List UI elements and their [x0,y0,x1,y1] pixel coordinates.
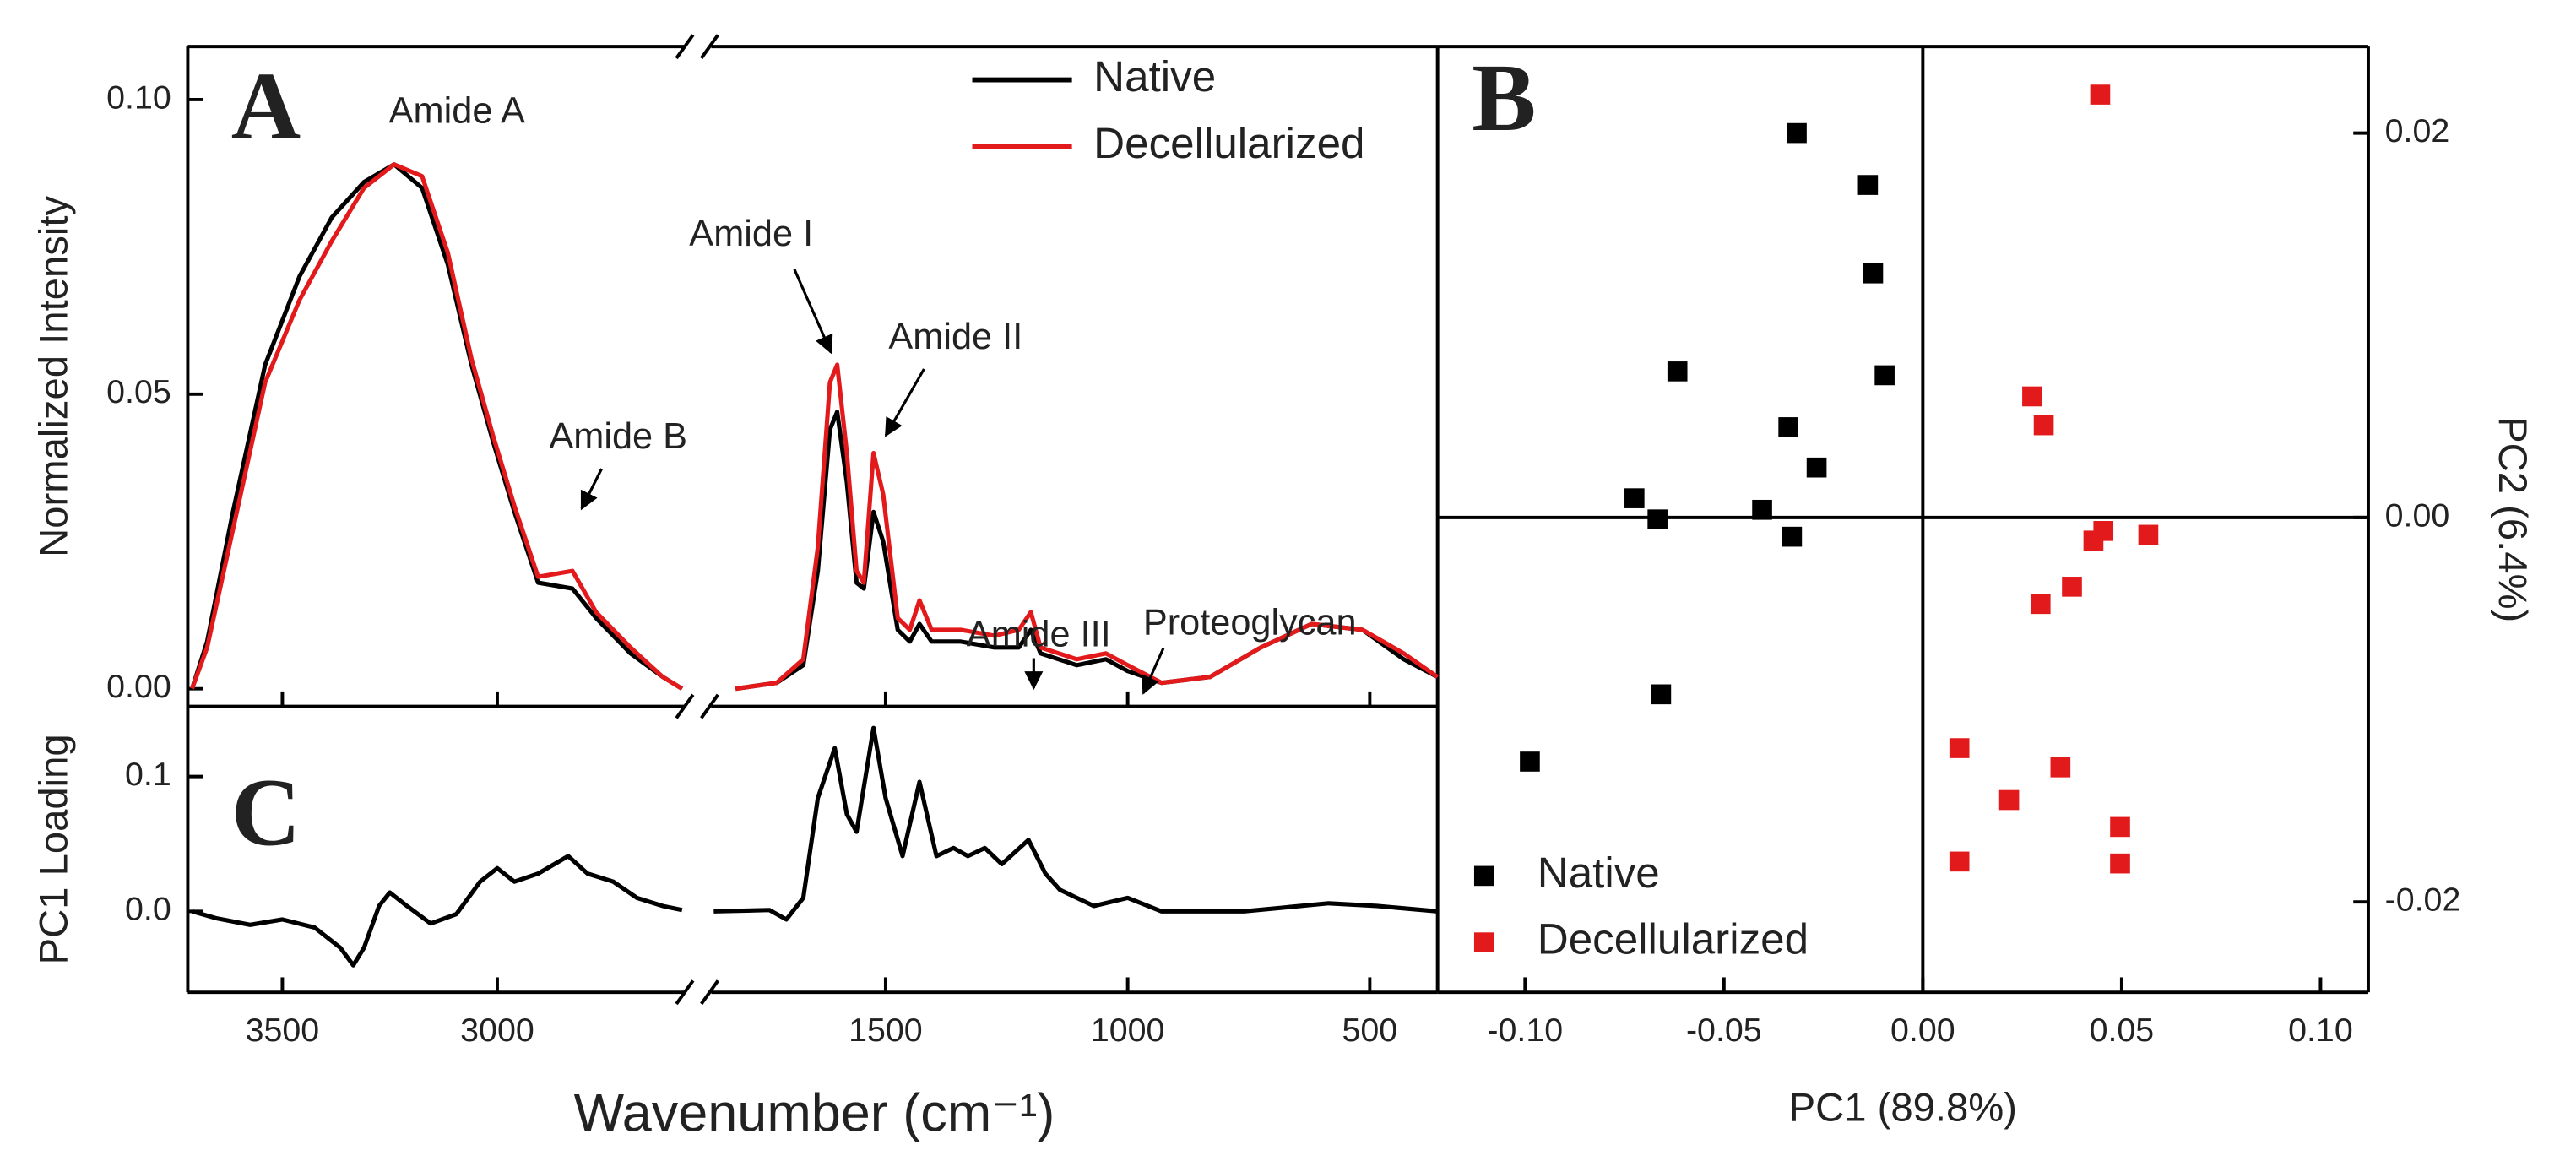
x-axis-label: PC1 (89.8%) [1789,1085,2017,1130]
scatter-point [2050,757,2071,778]
scatter-point [1949,738,1970,758]
x-tick-label: -0.05 [1686,1012,1762,1049]
scatter-point [1667,361,1688,382]
annotation: Amide I [689,214,813,254]
y-tick-label: 0.00 [2385,496,2450,534]
spectrum-line [191,854,683,968]
scatter-point [1624,488,1645,508]
panel-label: A [231,52,301,160]
annotation: Amide II [888,317,1022,357]
spectrum-line [713,725,1438,922]
y-tick-label: 0.1 [125,756,171,793]
legend-label: Native [1537,849,1660,897]
scatter-point [1806,457,1827,478]
y-tick-label: 0.00 [106,668,171,705]
x-tick-label: 0.00 [1890,1012,1955,1049]
annotation: Amide III [967,614,1111,654]
panel-label: C [231,759,301,866]
scatter-point [2138,524,2159,545]
scatter-point [1752,499,1772,520]
scatter-point [2110,816,2130,838]
legend-swatch [1473,865,1494,887]
scatter-point [2022,386,2042,407]
scatter-point [2110,853,2130,874]
scatter-point [1863,263,1884,284]
spectrum-line [735,362,1440,692]
annotation: Amide B [549,416,687,457]
annotation-arrow [884,368,925,437]
axes-frame [186,34,2370,1006]
scatter-point [1998,789,2020,811]
y-axis-label: PC1 Loading [31,734,76,964]
spectrum-line [190,162,684,691]
x-tick-label: 1000 [1091,1012,1165,1049]
annotation: Proteoglycan [1143,603,1357,643]
scatter-point [2083,530,2104,551]
y-tick-label: 0.05 [106,373,171,410]
legend-label: Decellularized [1537,915,1809,963]
x-tick-label: 0.05 [2090,1012,2155,1049]
x-tick-label: 500 [1342,1012,1398,1049]
panel-label: B [1472,44,1536,151]
scatter-point [1857,175,1879,195]
scatter-point [1647,509,1668,529]
scatter-point [2030,594,2051,615]
scatter-point [2033,415,2054,436]
legend-swatch [1473,932,1494,952]
legend-label: Decellularized [1093,119,1364,167]
x-tick-label: 3500 [246,1012,320,1049]
scatter-point [1874,365,1895,386]
scatter-point [1787,122,1807,144]
scatter-point [2090,84,2111,105]
y-axis-label: PC2 (6.4%) [2490,416,2535,622]
x-tick-label: 0.10 [2288,1012,2353,1049]
x-tick-label: 3000 [460,1012,534,1049]
y-axis-label: Normalized Intensity [31,196,76,557]
spectrum-line [190,162,684,691]
annotation-arrow [580,468,603,511]
y-tick-label: -0.02 [2385,882,2461,919]
scatter-point [1949,851,1970,872]
y-tick-label: 0.0 [125,891,171,928]
annotation-arrow [1142,648,1165,695]
annotation-arrow [793,269,833,355]
x-tick-label: -0.10 [1487,1012,1563,1049]
scatter-point [1651,684,1672,705]
scatter-point [1520,751,1540,772]
y-tick-label: 0.10 [106,79,171,116]
annotation: Amide A [389,90,525,131]
legend-label: Native [1093,52,1216,100]
x-tick-label: 1500 [849,1012,923,1049]
scatter-point [2062,577,2082,597]
scatter-point [1778,417,1798,437]
y-tick-label: 0.02 [2385,112,2450,149]
scatter-point [1782,526,1803,547]
x-axis-label: Wavenumber (cm⁻¹) [574,1083,1055,1142]
